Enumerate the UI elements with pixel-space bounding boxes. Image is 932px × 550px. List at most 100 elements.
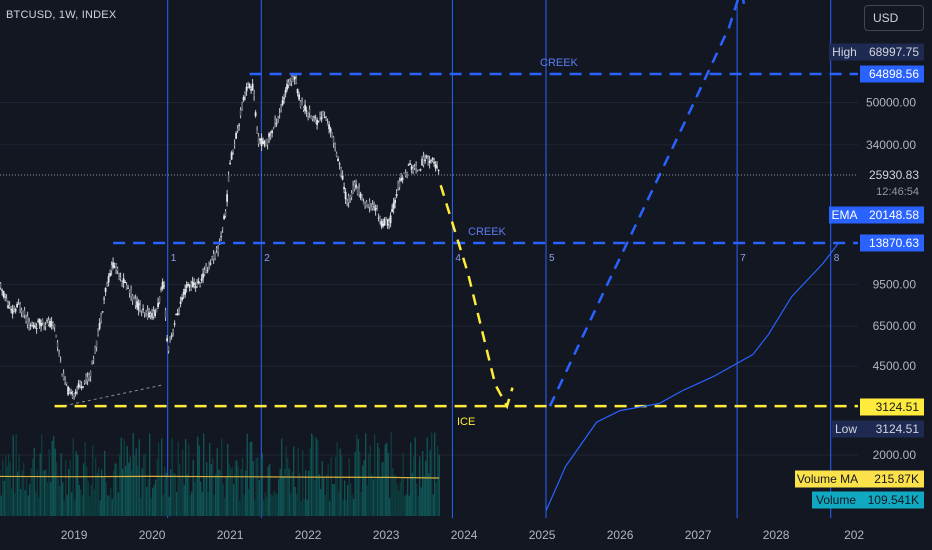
candle-body <box>239 109 242 116</box>
candle-body <box>383 219 386 226</box>
candle-body <box>257 136 260 144</box>
volume-bar <box>80 489 82 516</box>
volume-bar <box>329 500 331 516</box>
volume-bar <box>0 495 2 516</box>
volume-bar <box>363 460 365 516</box>
candle-body <box>0 283 2 288</box>
volume-bar <box>200 481 202 516</box>
candle-body <box>224 211 227 216</box>
volume-bar <box>404 496 406 516</box>
volume-bar <box>170 469 172 516</box>
candle-body <box>409 163 411 165</box>
volume-bar <box>264 492 266 516</box>
cycle-label: 7 <box>740 253 746 264</box>
volume-bar <box>227 443 229 516</box>
candle-body <box>410 166 413 170</box>
volume-bar <box>224 497 226 516</box>
candle-body <box>233 144 236 146</box>
candle-body <box>11 308 14 314</box>
volume-bar <box>228 463 230 516</box>
candle-body <box>130 290 132 297</box>
candle-body <box>430 159 432 161</box>
cycle-label: 2 <box>264 253 270 264</box>
volume-bar <box>15 434 17 516</box>
candle-body <box>286 83 288 90</box>
volume-bar <box>387 452 389 516</box>
volume-bar <box>254 499 256 516</box>
currency-button[interactable]: USD <box>864 5 924 31</box>
volume-bar <box>56 462 58 516</box>
volume-bar <box>347 485 349 516</box>
volume-bar <box>398 490 400 516</box>
volume-bar <box>177 441 179 516</box>
volume-bar <box>371 473 373 516</box>
volume-bar <box>30 468 32 516</box>
candle-body <box>139 305 141 310</box>
candle-body <box>154 309 156 316</box>
volume-bar <box>198 445 200 516</box>
candle-body <box>370 207 372 209</box>
candle-body <box>173 323 176 325</box>
volume-bar <box>35 491 37 516</box>
volume-bar <box>210 464 212 516</box>
candle-body <box>403 173 405 175</box>
volume-bar <box>348 458 350 516</box>
volume-bar <box>150 498 152 516</box>
candle-body <box>100 315 102 321</box>
volume-bar <box>57 478 59 516</box>
candle-body <box>436 166 438 168</box>
volume-bar <box>311 433 313 516</box>
volume-bar <box>119 454 121 516</box>
candle-body <box>427 159 429 164</box>
volume-bar <box>54 448 56 516</box>
candle-body <box>268 133 270 138</box>
candle-body <box>292 77 294 82</box>
x-axis-label: 2020 <box>139 528 166 542</box>
badge-volume-value-bg <box>860 491 924 509</box>
volume-bar <box>48 448 50 516</box>
volume-bar <box>237 466 239 516</box>
volume-bar <box>246 433 248 516</box>
candle-body <box>236 128 239 131</box>
volume-bar <box>255 457 257 516</box>
candle-body <box>332 136 335 144</box>
volume-bar <box>285 446 287 516</box>
candle-body <box>260 138 263 147</box>
volume-bar <box>14 492 16 516</box>
candle-body <box>341 175 344 180</box>
candle-body <box>46 320 48 322</box>
volume-bar <box>108 495 110 516</box>
volume-bar <box>234 461 236 516</box>
candle-body <box>166 338 168 342</box>
candle-body <box>85 376 87 379</box>
candle-body <box>95 340 98 348</box>
volume-bar <box>392 468 394 516</box>
candle-body <box>314 119 317 124</box>
candle-body <box>169 341 171 343</box>
volume-bar <box>221 438 223 516</box>
candle-body <box>199 283 201 285</box>
x-axis-label: 2019 <box>61 528 88 542</box>
volume-bar <box>252 461 254 516</box>
candle-body <box>359 193 362 199</box>
candle-body <box>119 277 122 279</box>
candle-body <box>32 324 35 328</box>
volume-bar <box>176 492 178 516</box>
candle-body <box>26 316 29 325</box>
candle-body <box>280 108 282 110</box>
volume-bar <box>413 456 415 516</box>
volume-bar <box>47 482 49 516</box>
volume-bar <box>3 481 5 516</box>
candle-body <box>161 281 164 289</box>
candle-body <box>125 285 128 290</box>
candle-body <box>14 308 17 312</box>
y-axis-label: 6500.00 <box>873 319 917 333</box>
volume-bar <box>318 474 320 516</box>
candle-body <box>329 128 332 133</box>
volume-bar <box>66 494 68 516</box>
badge-high-value: 68997.75 <box>869 45 919 59</box>
badge-low-label-bg <box>832 420 860 438</box>
volume-bar <box>345 500 347 516</box>
